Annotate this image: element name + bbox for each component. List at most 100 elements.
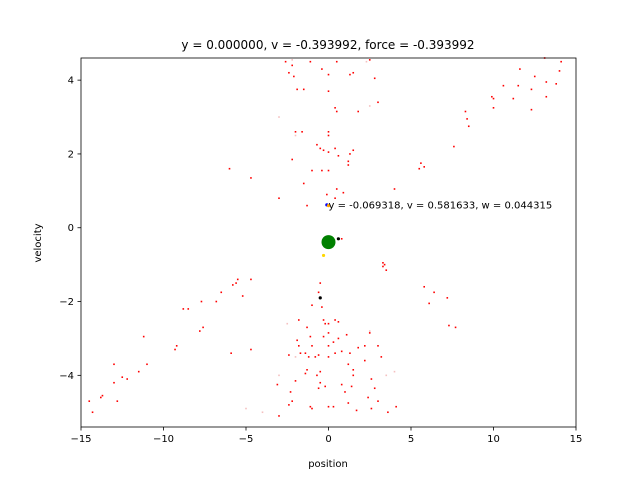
- sample-point: [306, 369, 308, 371]
- sample-point: [560, 60, 562, 63]
- sample-point: [327, 405, 330, 408]
- sample-point: [357, 346, 359, 349]
- sample-point: [395, 405, 397, 408]
- sample-point: [368, 332, 371, 334]
- sample-point: [352, 71, 355, 74]
- sample-point: [276, 383, 279, 386]
- faint-sample-point: [278, 374, 280, 377]
- sample-point: [446, 297, 449, 299]
- sample-point: [349, 352, 351, 354]
- sample-point: [236, 278, 239, 281]
- sample-point: [347, 402, 350, 404]
- sample-point: [317, 291, 320, 294]
- sample-point: [298, 345, 300, 347]
- sample-point: [116, 400, 119, 402]
- sample-point: [334, 107, 336, 109]
- sample-point: [327, 151, 330, 153]
- sample-point: [418, 167, 421, 170]
- sample-point: [294, 380, 297, 382]
- sample-point: [364, 359, 366, 362]
- sample-point: [448, 324, 450, 327]
- sample-point: [350, 385, 353, 388]
- sample-point: [304, 372, 307, 375]
- sample-point: [393, 188, 396, 190]
- sample-point: [302, 182, 305, 185]
- sample-point: [491, 95, 493, 98]
- sample-point: [352, 369, 355, 371]
- sample-point: [347, 363, 350, 366]
- sample-point: [327, 345, 330, 347]
- sample-point: [250, 348, 252, 351]
- sample-point: [332, 405, 335, 408]
- sample-point: [364, 345, 366, 347]
- sample-point: [342, 191, 345, 194]
- point-annotation: y = -0.069318, v = 0.581633, w = 0.04431…: [329, 200, 553, 211]
- sample-point: [380, 356, 383, 358]
- sample-point: [302, 88, 305, 91]
- sample-point: [294, 131, 297, 133]
- sample-point: [126, 378, 128, 380]
- sample-point: [387, 411, 389, 414]
- sample-point: [337, 337, 340, 340]
- y-axis-label: velocity: [33, 223, 44, 262]
- sample-point: [327, 73, 330, 76]
- sample-point: [291, 64, 293, 67]
- sample-point: [327, 356, 330, 358]
- sample-point: [235, 282, 237, 284]
- sample-point: [215, 300, 218, 303]
- sample-point: [467, 125, 470, 128]
- sample-point: [289, 391, 292, 393]
- faint-sample-point: [291, 59, 293, 61]
- sample-point: [327, 131, 330, 133]
- sample-point: [492, 97, 495, 100]
- sample-point: [137, 370, 140, 373]
- sample-point: [321, 68, 323, 70]
- marker-point: [321, 253, 326, 258]
- sample-point: [321, 169, 323, 172]
- sample-point: [100, 396, 102, 399]
- sample-point: [91, 411, 94, 414]
- sample-point: [232, 284, 234, 286]
- faint-sample-point: [294, 134, 297, 137]
- sample-point: [327, 90, 330, 93]
- sample-point: [324, 385, 326, 388]
- faint-sample-point: [286, 322, 289, 325]
- sample-point: [326, 193, 328, 196]
- chart-title: y = 0.000000, v = -0.393992, force = -0.…: [181, 38, 474, 52]
- sample-point: [382, 265, 384, 268]
- sample-point: [558, 70, 561, 72]
- sample-point: [291, 400, 293, 402]
- sample-point: [324, 322, 326, 325]
- sample-point: [230, 352, 232, 354]
- sample-point: [519, 68, 521, 70]
- sample-point: [293, 75, 295, 78]
- sample-point: [284, 60, 287, 63]
- sample-point: [88, 400, 91, 402]
- faint-sample-point: [365, 60, 368, 63]
- sample-point: [367, 396, 369, 399]
- sample-point: [428, 302, 430, 305]
- sample-point: [383, 263, 386, 266]
- marker-point: [326, 204, 331, 208]
- sample-point: [334, 319, 336, 321]
- sample-point: [464, 110, 467, 113]
- sample-point: [327, 169, 330, 172]
- x-tick-label: 0: [325, 434, 331, 445]
- sample-point: [319, 381, 322, 384]
- sample-point: [349, 153, 351, 155]
- sample-point: [377, 101, 379, 104]
- y-tick-label: 0: [68, 223, 74, 234]
- sample-point: [311, 345, 313, 347]
- sample-point: [347, 160, 350, 163]
- x-tick-label: 15: [570, 434, 583, 445]
- sample-point: [492, 107, 495, 109]
- sample-point: [142, 335, 145, 338]
- sample-point: [335, 60, 338, 63]
- sample-point: [309, 60, 312, 63]
- faint-sample-point: [393, 370, 396, 373]
- faint-sample-point: [294, 356, 297, 358]
- sample-point: [337, 154, 340, 157]
- y-tick-label: −4: [59, 371, 74, 382]
- sample-point: [309, 405, 312, 408]
